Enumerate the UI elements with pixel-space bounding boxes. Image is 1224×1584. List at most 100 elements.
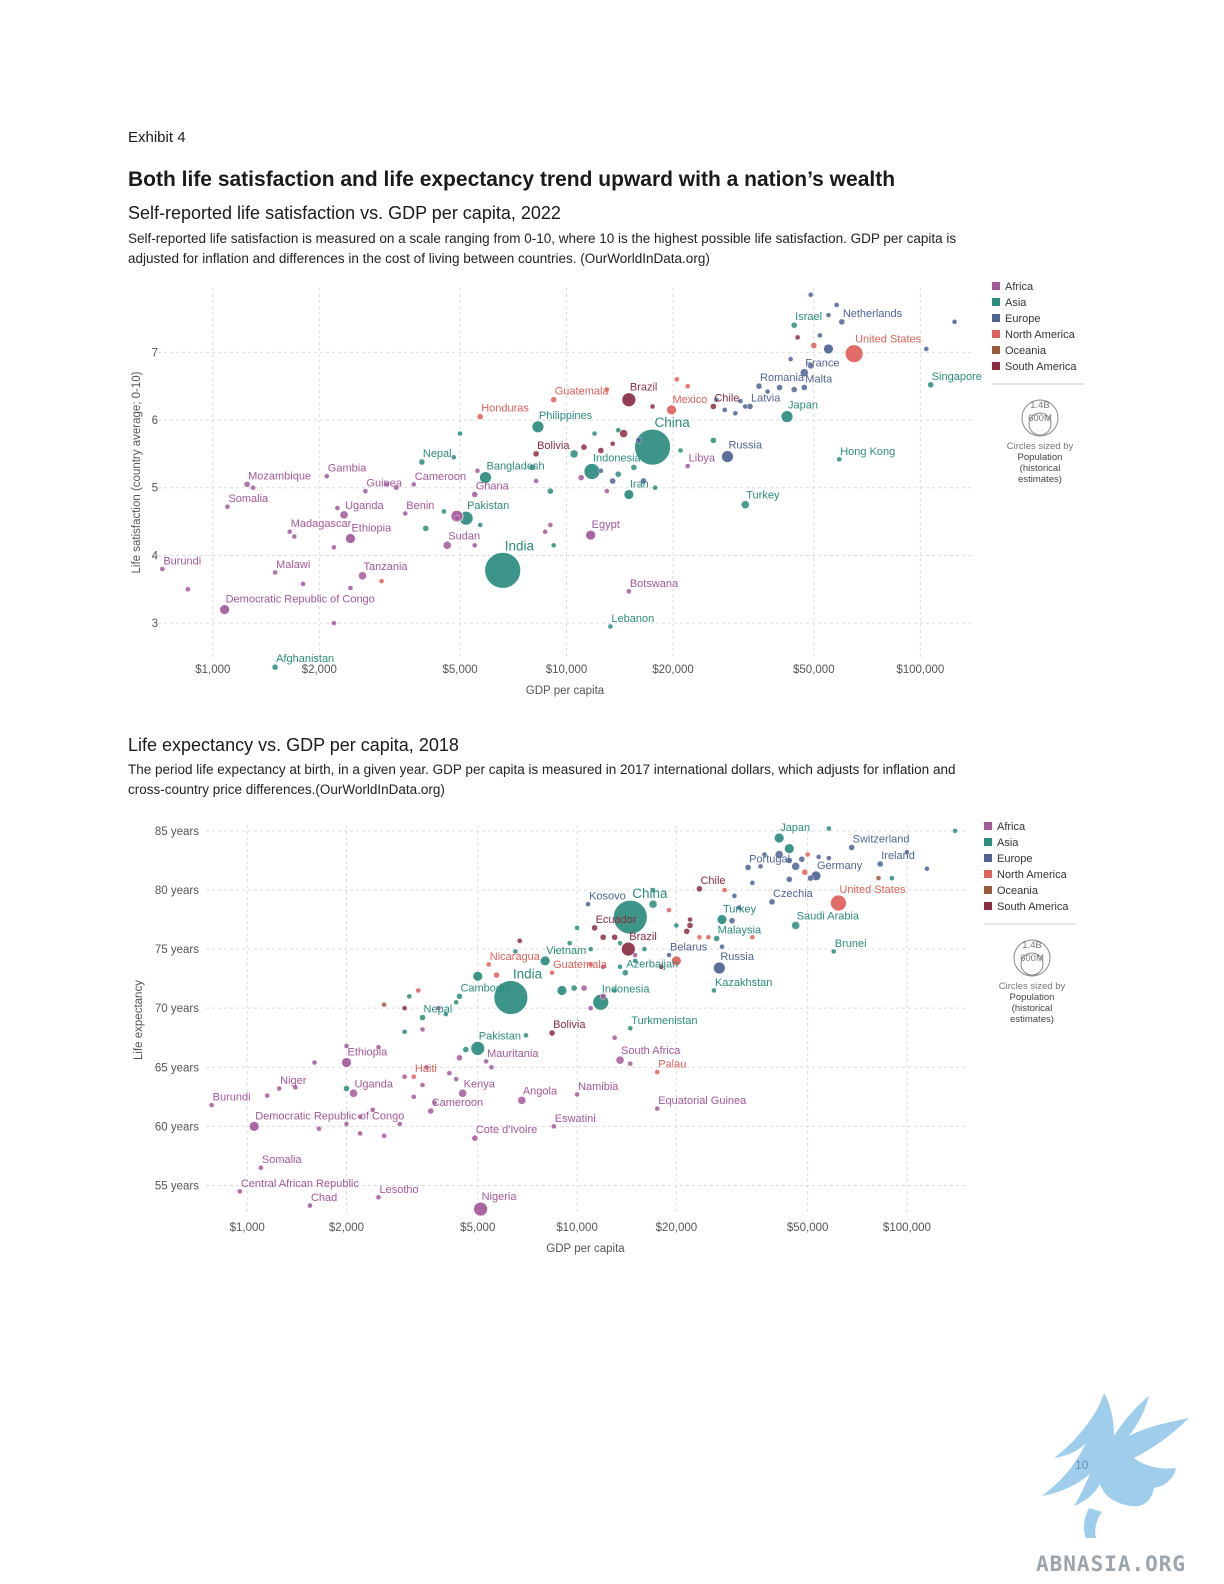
point-europe — [815, 854, 822, 860]
point-africa — [474, 468, 481, 474]
point-asia — [574, 925, 580, 931]
point-africa — [577, 474, 585, 481]
point-africa — [604, 488, 610, 494]
point-labels: Israel Netherlands United States France Malt… — [163, 308, 982, 665]
point-oceania — [381, 1001, 387, 1008]
point-asia — [406, 993, 412, 1000]
label-mauritania: Mauritania — [487, 1048, 539, 1060]
point-asia — [650, 887, 656, 893]
point-asia — [570, 984, 578, 992]
size-key-small — [1028, 412, 1052, 436]
point-africa — [264, 1092, 270, 1099]
point-africa — [300, 581, 306, 587]
label-portugal: Portugal — [749, 854, 790, 866]
label-russia: Russia — [720, 951, 755, 963]
label-malaysia: Malaysia — [718, 924, 762, 936]
point-botswana — [626, 588, 632, 595]
point-south-africa — [615, 1055, 625, 1065]
y-axis-label: Life expectancy — [133, 980, 145, 1060]
point-guatemala — [550, 396, 557, 403]
label-nicaragua: Nicaragua — [490, 951, 541, 963]
point-africa — [292, 1084, 299, 1091]
point-asia — [641, 946, 648, 952]
point-malawi — [272, 569, 278, 576]
label-france: France — [805, 358, 839, 370]
label-kosovo: Kosovo — [589, 891, 626, 903]
point-asia — [453, 999, 459, 1005]
size-key-large — [1013, 939, 1051, 977]
size-key-large-label: 1.4B — [1022, 940, 1042, 951]
legend-item-south-america: South America — [997, 901, 1069, 913]
label-tanzania: Tanzania — [364, 561, 409, 573]
point-france — [800, 368, 809, 377]
label-ghana: Ghana — [476, 481, 510, 493]
legend-note4: estimates) — [1010, 1014, 1054, 1025]
point-africa — [419, 1082, 426, 1088]
x-tick-label: $100,000 — [896, 664, 944, 676]
label-india: India — [505, 538, 535, 553]
legend-item-oceania: Oceania — [1005, 345, 1047, 357]
x-tick-label: $2,000 — [302, 664, 337, 676]
point-malaysia — [713, 935, 720, 942]
label-latvia: Latvia — [751, 392, 781, 404]
point-africa — [533, 478, 539, 484]
label-nepal: Nepal — [423, 448, 452, 460]
point-africa — [627, 1061, 633, 1067]
point-africa — [383, 481, 390, 488]
point-africa — [369, 1107, 376, 1113]
point-turkey — [716, 914, 728, 925]
point-united-states — [830, 894, 847, 912]
x-tick-label: $10,000 — [546, 664, 588, 676]
point-niger — [276, 1085, 282, 1092]
label-turkey: Turkey — [723, 904, 757, 916]
point-asia — [422, 525, 429, 532]
label-netherlands: Netherlands — [843, 308, 903, 320]
label-indonesia: Indonesia — [602, 983, 651, 995]
y-tick-label: 7 — [152, 347, 158, 359]
legend-item-oceania: Oceania — [997, 885, 1039, 897]
point-europe — [807, 362, 814, 370]
point-azerbaijan — [622, 969, 629, 976]
point-saudi-arabia — [791, 921, 800, 930]
x-tick-label: $1,000 — [195, 664, 230, 676]
point-ecuador — [591, 924, 598, 932]
point-brunei — [831, 948, 837, 955]
life-satisfaction-scatter-chart: 3 4 5 6 7 $1,000 $2,000 $5,000 $10,000 $20,000 $50… — [131, 281, 1084, 697]
legend-swatch-asia — [992, 298, 1000, 306]
point-south-america — [597, 447, 605, 454]
point-asia — [615, 470, 622, 478]
y-tick-label: 75 years — [155, 944, 199, 956]
point-south-america — [686, 922, 694, 929]
point-kenya — [458, 1089, 467, 1098]
label-egypt: Egypt — [592, 519, 620, 531]
legend-swatch-south-america — [992, 362, 1000, 370]
point-guatemala — [549, 970, 555, 976]
label-indonesia: Indonesia — [593, 452, 642, 464]
point-asia — [472, 970, 484, 982]
point-europe — [742, 403, 748, 410]
point-africa — [347, 585, 354, 591]
point-asia — [551, 542, 557, 548]
label-pakistan: Pakistan — [479, 1030, 521, 1042]
point-africa — [588, 1005, 594, 1011]
point-africa — [453, 1076, 459, 1082]
label-honduras: Honduras — [481, 403, 529, 415]
point-china — [634, 428, 671, 466]
label-angola: Angola — [523, 1085, 558, 1097]
point-asia — [617, 964, 623, 970]
y-tick-label: 6 — [152, 415, 158, 427]
size-key-large — [1021, 399, 1059, 437]
point-africa — [580, 984, 588, 992]
point-ethiopia — [345, 533, 356, 544]
legend-note4: estimates) — [1018, 474, 1062, 485]
point-south-america — [687, 916, 693, 923]
legend-swatch-oceania — [984, 886, 992, 894]
point-north-america — [684, 383, 691, 389]
point-burundi — [208, 1102, 215, 1108]
legend-item-europe: Europe — [1005, 313, 1040, 325]
point-europe — [635, 437, 642, 444]
chart2-subtitle: The period life expectancy at birth, in … — [128, 762, 956, 797]
point-vietnam — [539, 955, 551, 967]
point-cote-d-ivoire — [471, 1134, 479, 1142]
point-africa — [334, 505, 341, 511]
